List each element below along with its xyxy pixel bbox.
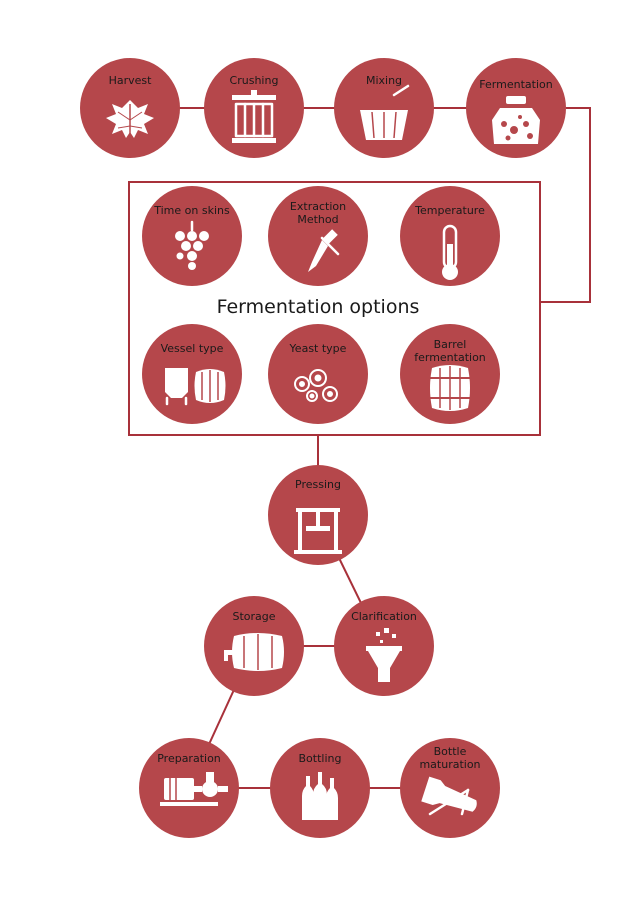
node-bottle-maturation: Bottle maturation xyxy=(400,738,500,838)
node-pressing: Pressing xyxy=(268,465,368,565)
node-fermentation-label: Fermentation xyxy=(479,78,552,91)
node-preparation: Preparation xyxy=(139,738,239,838)
pipette-icon xyxy=(308,229,340,272)
node-extraction-method: Extraction Method xyxy=(268,186,368,286)
node-bottle-maturation-circle xyxy=(400,738,500,838)
barrel-icon xyxy=(430,365,470,411)
node-barrel-fermentation: Barrel fermentation xyxy=(400,324,500,424)
node-storage: Storage xyxy=(204,596,304,696)
tank-and-barrel-icon xyxy=(165,368,226,406)
press-icon xyxy=(294,508,342,554)
node-mixing-label: Mixing xyxy=(366,74,402,87)
node-yeast-type: Yeast type xyxy=(268,324,368,424)
node-bottling-label: Bottling xyxy=(299,752,342,765)
node-fermentation: Fermentation xyxy=(466,58,566,158)
grape-bunch-icon xyxy=(175,220,209,270)
node-extraction-method-label-line2: Method xyxy=(297,213,338,226)
node-bottling: Bottling xyxy=(270,738,370,838)
fermentation-options-title: Fermentation options xyxy=(217,296,420,318)
thermometer-icon xyxy=(442,224,458,280)
node-vessel-type: Vessel type xyxy=(142,324,242,424)
node-pressing-label: Pressing xyxy=(295,478,341,491)
node-yeast-type-circle xyxy=(268,324,368,424)
node-temperature-circle xyxy=(400,186,500,286)
vat-with-paddle-icon xyxy=(360,84,410,140)
node-time-on-skins-label: Time on skins xyxy=(153,204,230,217)
node-bottle-maturation-label-line2: maturation xyxy=(419,758,480,771)
node-bottle-maturation-label-line1: Bottle xyxy=(434,745,467,758)
node-clarification: Clarification xyxy=(334,596,434,696)
node-crushing: Crushing xyxy=(204,58,304,158)
barrel-with-tap-icon xyxy=(224,633,284,671)
pump-motor-icon xyxy=(160,772,228,806)
node-mixing-circle xyxy=(334,58,434,158)
node-extraction-method-circle xyxy=(268,186,368,286)
node-temperature: Temperature xyxy=(400,186,500,286)
node-yeast-type-label: Yeast type xyxy=(289,342,347,355)
grape-leaf-icon xyxy=(106,100,154,140)
node-harvest: Harvest xyxy=(80,58,180,158)
node-temperature-label: Temperature xyxy=(414,204,485,217)
node-extraction-method-label-line1: Extraction xyxy=(290,200,346,213)
node-barrel-fermentation-label-line2: fermentation xyxy=(414,351,486,364)
node-crushing-label: Crushing xyxy=(230,74,279,87)
node-barrel-fermentation-label-line1: Barrel xyxy=(434,338,467,351)
wine-press-icon xyxy=(232,90,276,143)
node-vessel-type-circle xyxy=(142,324,242,424)
funnel-icon xyxy=(366,628,402,682)
node-storage-label: Storage xyxy=(232,610,275,623)
fermenting-jar-icon xyxy=(492,96,540,144)
node-vessel-type-label: Vessel type xyxy=(161,342,224,355)
yeast-cells-icon xyxy=(294,369,338,402)
node-time-on-skins: Time on skins xyxy=(142,186,242,286)
node-harvest-label: Harvest xyxy=(109,74,153,87)
node-preparation-label: Preparation xyxy=(157,752,221,765)
node-mixing: Mixing xyxy=(334,58,434,158)
bottles-icon xyxy=(302,772,338,820)
bottle-in-rack-icon xyxy=(421,776,477,816)
node-clarification-label: Clarification xyxy=(351,610,417,623)
connector-fermentation-to-options xyxy=(540,107,591,303)
